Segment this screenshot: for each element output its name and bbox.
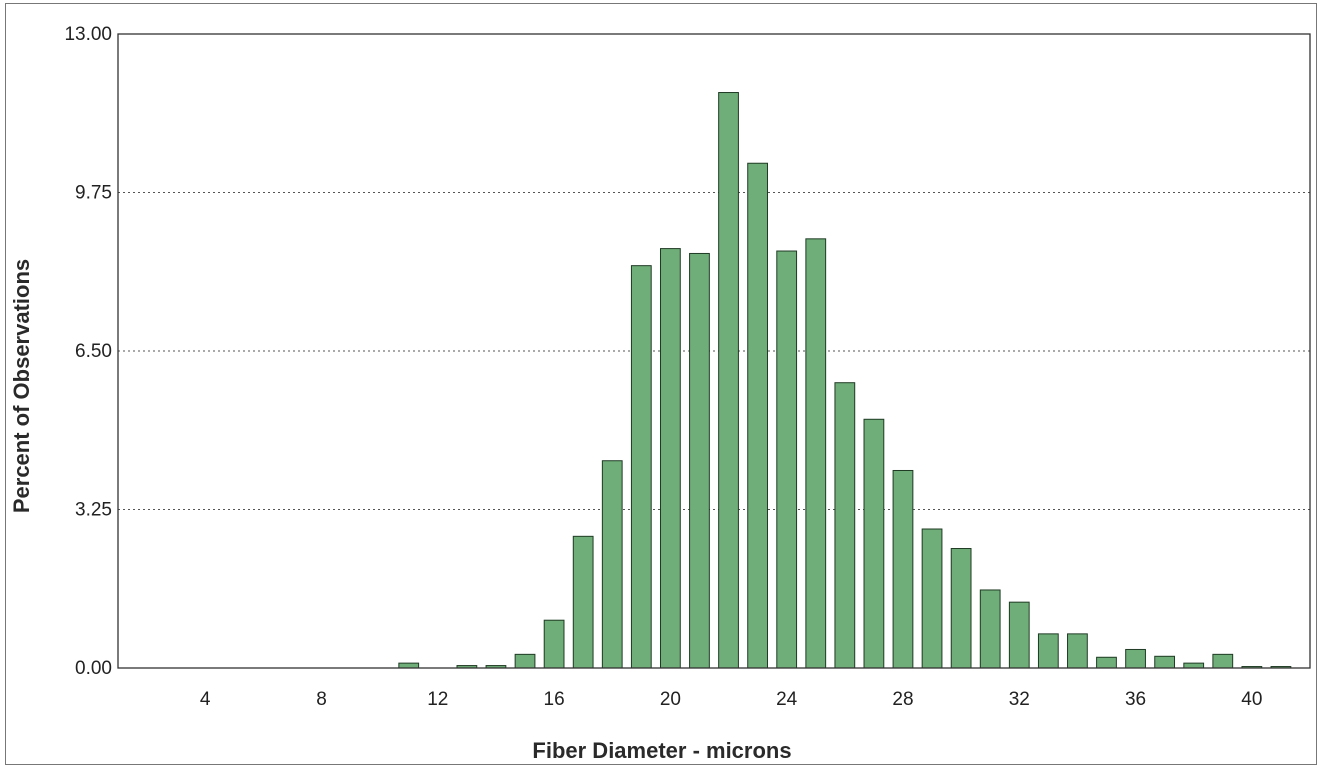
bar (863, 418, 885, 669)
plot-area (117, 33, 1311, 669)
y-tick-label: 0.00 (75, 658, 112, 679)
bar (718, 92, 739, 669)
bar (1154, 655, 1176, 669)
bar (834, 382, 856, 669)
grid-lines (118, 192, 1310, 510)
bar (543, 619, 565, 669)
x-axis-title: Fiber Diameter - microns (532, 738, 791, 763)
bar (1096, 656, 1117, 669)
bar (1125, 648, 1146, 669)
bar (572, 535, 594, 669)
x-tick-label: 8 (316, 689, 327, 710)
y-tick-label: 6.50 (75, 341, 112, 362)
bar (805, 238, 827, 669)
bar (921, 528, 943, 669)
bar (689, 252, 710, 669)
x-tick-label: 12 (427, 689, 448, 710)
y-axis-title: Percent of Observations (9, 259, 34, 513)
bar (892, 469, 914, 669)
x-tick-label: 40 (1241, 689, 1262, 710)
bar (1067, 633, 1088, 669)
bar (950, 548, 972, 669)
y-tick-label: 3.25 (75, 500, 112, 521)
bar (601, 460, 623, 669)
bar (1008, 601, 1030, 669)
bars (398, 92, 1292, 669)
bar (979, 589, 1001, 669)
bar (1212, 653, 1234, 669)
x-tick-labels: 4 8 12 16 20 24 28 32 36 40 (200, 689, 1262, 710)
y-tick-label: 13.00 (64, 24, 112, 45)
bar (747, 162, 768, 669)
x-tick-label: 24 (776, 689, 798, 710)
y-tick-label: 9.75 (75, 183, 112, 204)
x-tick-label: 36 (1125, 689, 1146, 710)
bar (514, 653, 536, 669)
x-tick-label: 16 (544, 689, 565, 710)
x-tick-label: 32 (1009, 689, 1030, 710)
y-tick-labels: 0.00 3.25 6.50 9.75 13.00 (64, 24, 112, 679)
x-tick-label: 4 (200, 689, 211, 710)
bar (1183, 662, 1205, 669)
bar (776, 250, 798, 669)
bar (660, 248, 681, 669)
x-tick-label: 28 (892, 689, 913, 710)
bar (1037, 633, 1059, 669)
bar (630, 265, 652, 669)
bar (398, 662, 420, 669)
x-tick-label: 20 (660, 689, 681, 710)
